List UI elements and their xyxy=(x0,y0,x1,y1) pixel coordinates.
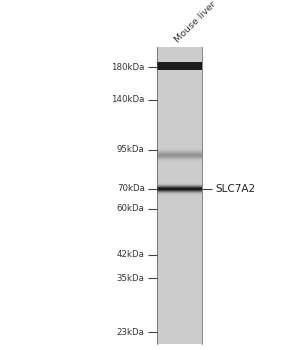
Text: 180kDa: 180kDa xyxy=(111,63,145,72)
Text: 23kDa: 23kDa xyxy=(117,328,145,337)
Text: Mouse liver: Mouse liver xyxy=(173,0,218,44)
Text: 70kDa: 70kDa xyxy=(117,184,145,194)
Text: 35kDa: 35kDa xyxy=(117,274,145,283)
Text: 60kDa: 60kDa xyxy=(117,204,145,214)
Text: 42kDa: 42kDa xyxy=(117,250,145,259)
Text: SLC7A2: SLC7A2 xyxy=(215,184,255,194)
Text: 95kDa: 95kDa xyxy=(117,145,145,154)
Text: 140kDa: 140kDa xyxy=(111,95,145,104)
